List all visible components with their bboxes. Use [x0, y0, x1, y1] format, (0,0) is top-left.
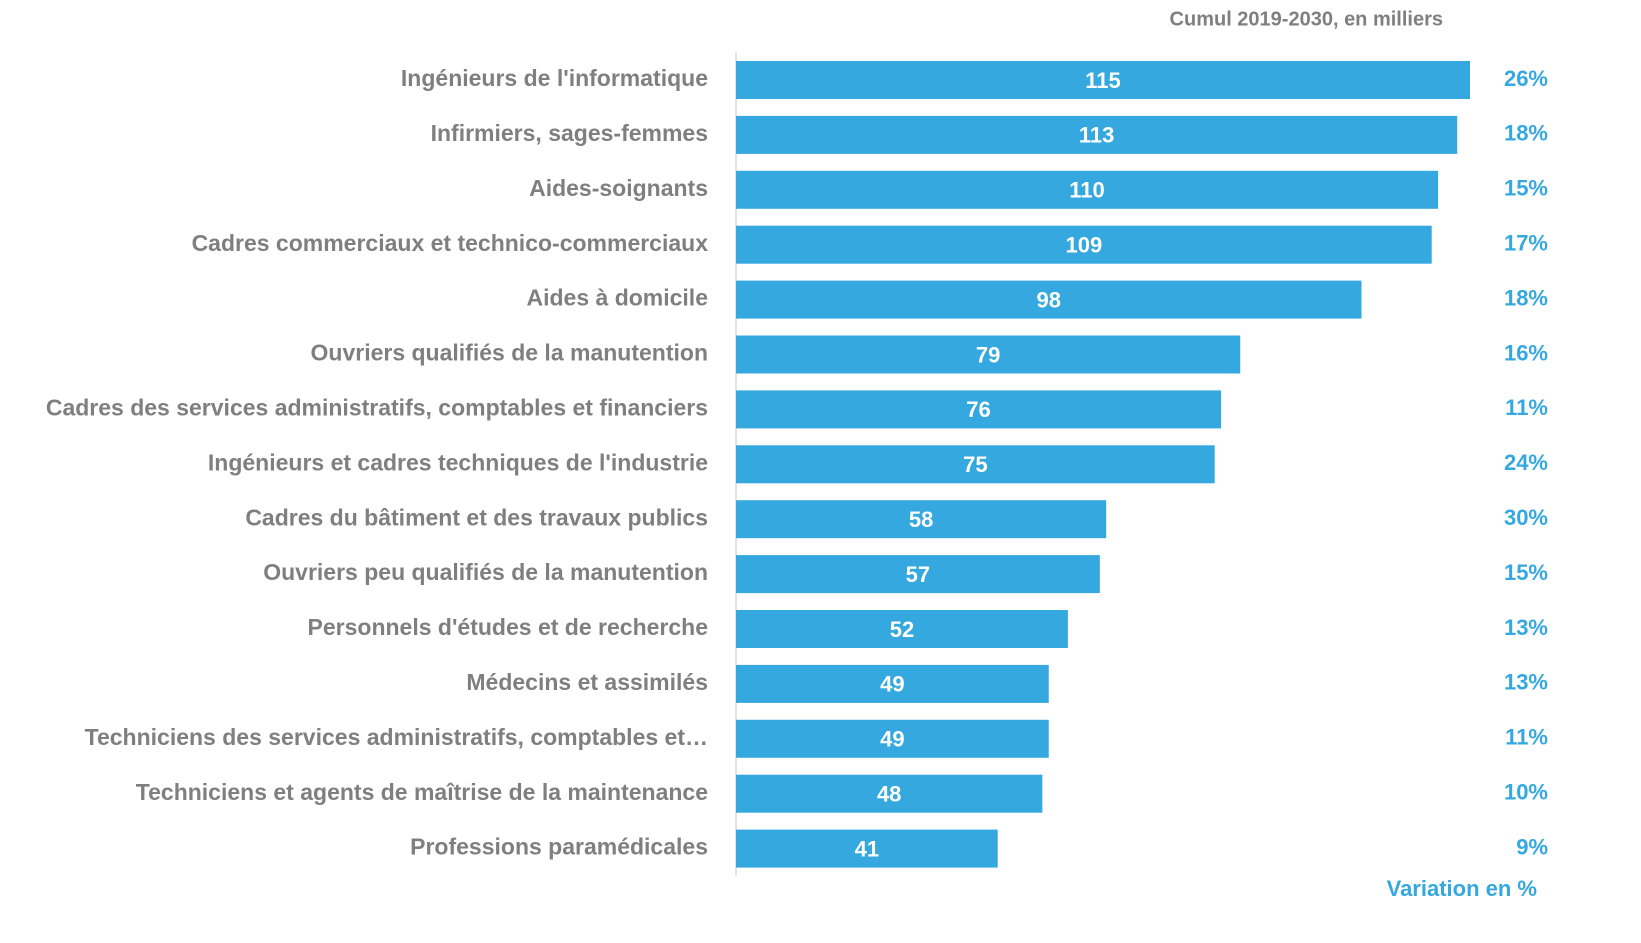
bar	[736, 500, 1107, 539]
category-label: Ouvriers qualifiés de la manutention	[311, 340, 708, 366]
variation-title: Variation en %	[1387, 876, 1537, 901]
variation-label: 26%	[1504, 66, 1548, 91]
value-label: 109	[1065, 233, 1102, 258]
variation-label: 24%	[1504, 450, 1548, 475]
bar	[736, 610, 1068, 648]
value-label: 41	[855, 836, 879, 861]
variation-label: 10%	[1504, 780, 1548, 805]
category-label: Cadres des services administratifs, comp…	[46, 394, 708, 420]
bar	[736, 225, 1432, 264]
category-label: Médecins et assimilés	[466, 669, 708, 695]
variation-label: 16%	[1504, 340, 1548, 365]
variation-label: 30%	[1504, 505, 1548, 530]
variation-label: 9%	[1516, 834, 1548, 859]
category-label: Techniciens et agents de maîtrise de la …	[136, 779, 708, 805]
category-label: Aides-soignants	[529, 175, 708, 201]
variation-label: 13%	[1504, 615, 1548, 640]
category-label: Cadres du bâtiment et des travaux public…	[245, 504, 708, 530]
value-label: 98	[1037, 287, 1061, 312]
category-label: Personnels d'études et de recherche	[308, 614, 708, 640]
variation-label: 15%	[1504, 176, 1548, 201]
chart-subtitle: Cumul 2019-2030, en milliers	[1170, 8, 1443, 30]
bar	[736, 61, 1470, 99]
bar	[736, 280, 1362, 319]
value-label: 113	[1079, 123, 1115, 148]
variation-label: 11%	[1505, 395, 1548, 420]
bar	[736, 335, 1241, 374]
variation-label: 18%	[1504, 285, 1548, 310]
category-label: Ingénieurs et cadres techniques de l'ind…	[208, 449, 708, 475]
category-label: Ingénieurs de l'informatique	[401, 65, 708, 91]
variation-label: 13%	[1504, 670, 1548, 695]
bar	[736, 445, 1215, 484]
value-label: 58	[909, 507, 933, 532]
variation-label: 18%	[1504, 121, 1548, 146]
category-label: Cadres commerciaux et technico-commercia…	[192, 230, 709, 256]
bar	[736, 774, 1043, 813]
value-label: 79	[976, 342, 1000, 367]
variation-label: 11%	[1505, 725, 1548, 750]
value-label: 115	[1085, 68, 1121, 93]
bar	[736, 115, 1458, 154]
bar	[736, 719, 1049, 758]
value-label: 57	[906, 562, 930, 587]
category-label: Ouvriers peu qualifiés de la manutention	[263, 559, 708, 585]
variation-label: 15%	[1504, 560, 1548, 585]
value-label: 49	[880, 727, 904, 752]
variation-label: 17%	[1504, 231, 1548, 256]
bar	[736, 555, 1100, 594]
category-label: Professions paramédicales	[410, 834, 708, 860]
category-label: Techniciens des services administratifs,…	[85, 724, 708, 750]
category-label: Aides à domicile	[526, 285, 708, 311]
value-label: 48	[877, 782, 901, 807]
value-label: 75	[963, 452, 987, 477]
value-label: 49	[880, 672, 904, 697]
bar	[736, 829, 998, 868]
bar	[736, 390, 1222, 429]
bar	[736, 170, 1439, 209]
category-label: Infirmiers, sages-femmes	[431, 120, 708, 146]
value-label: 52	[890, 617, 914, 642]
bar	[736, 664, 1049, 703]
value-label: 76	[966, 397, 990, 422]
value-label: 110	[1069, 178, 1105, 203]
